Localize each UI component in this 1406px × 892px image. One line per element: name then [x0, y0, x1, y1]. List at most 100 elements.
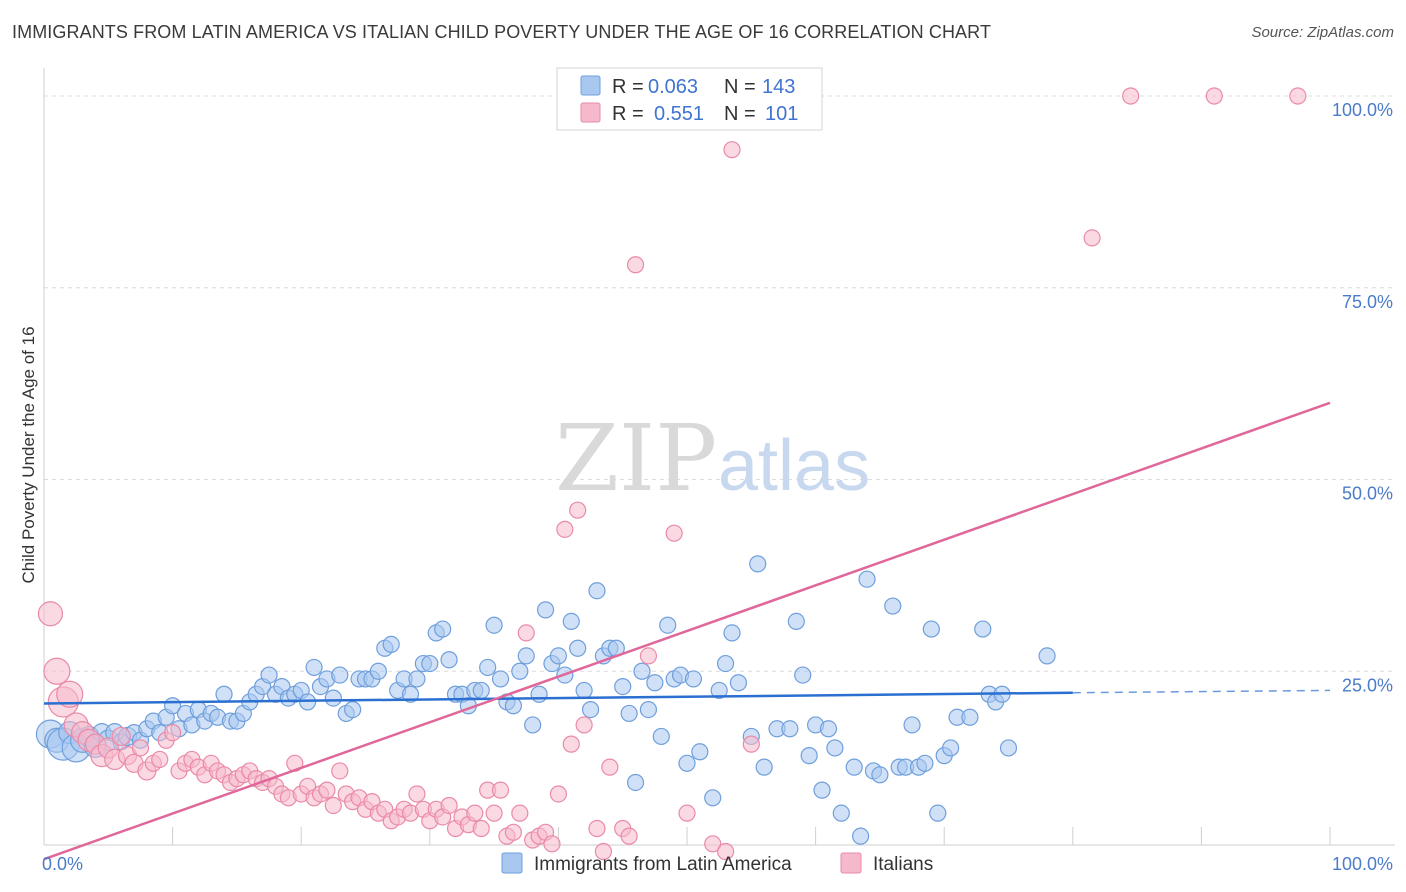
blue-data-point	[794, 666, 812, 684]
pink-data-point	[556, 520, 574, 538]
blue-data-point	[832, 804, 850, 822]
pink-data-point	[704, 835, 722, 853]
watermark-atlas: atlas	[718, 426, 870, 506]
legend-n-label-pink: N =	[724, 103, 756, 125]
legend-r-value-blue: 0.063	[648, 76, 698, 98]
blue-data-point	[569, 639, 587, 657]
blue-data-point	[684, 670, 703, 688]
blue-data-point	[819, 720, 838, 738]
pink-data-point	[56, 680, 84, 708]
bottom-legend-swatch-blue	[501, 852, 523, 874]
blue-data-point	[260, 666, 278, 684]
pink-data-point	[569, 501, 587, 519]
bottom-legend: Immigrants from Latin America Italians	[501, 852, 933, 875]
pink-data-point	[111, 726, 131, 747]
pink-data-point	[151, 750, 169, 769]
grid-layer	[44, 95, 1395, 672]
blue-data-point	[646, 674, 664, 692]
y-tick-label-50: 50.0%	[1342, 484, 1393, 504]
legend-n-value-blue: 143	[762, 76, 795, 98]
blue-data-point	[716, 654, 735, 673]
legend-swatch-blue	[580, 75, 601, 96]
trend-line-pink	[43, 401, 1331, 861]
blue-data-point	[581, 700, 600, 719]
x-tick-label-min: 0.0%	[42, 854, 83, 874]
pink-data-point	[331, 762, 349, 780]
blue-data-point	[961, 708, 979, 726]
blue-data-point	[916, 754, 934, 772]
y-axis-label: Child Poverty Under the Age of 16	[19, 326, 38, 583]
blue-data-point	[929, 804, 947, 822]
chart-source: Source: ZipAtlas.com	[1251, 24, 1394, 41]
pink-data-point	[491, 781, 510, 799]
blue-data-point	[800, 747, 818, 765]
blue-data-point	[614, 677, 632, 696]
blue-data-point	[305, 658, 323, 677]
trend-line-blue-extension	[1072, 689, 1331, 694]
pink-data-point	[742, 735, 760, 753]
blue-data-point	[434, 620, 452, 638]
blue-data-point	[813, 781, 831, 799]
blue-data-point	[678, 754, 696, 772]
pink-data-point	[639, 647, 658, 665]
pink-data-point	[517, 624, 535, 642]
blue-data-point	[472, 681, 490, 700]
blue-data-point	[511, 662, 529, 680]
blue-data-point	[999, 739, 1018, 757]
bottom-legend-label-blue: Immigrants from Latin America	[534, 854, 792, 875]
blue-data-point	[562, 612, 580, 630]
watermark: ZIP atlas	[555, 405, 870, 512]
pink-data-point	[588, 819, 606, 838]
blue-data-point	[974, 620, 992, 638]
blue-data-point	[626, 773, 645, 792]
legend-r-label-pink: R =	[612, 103, 644, 125]
bottom-legend-label-pink: Italians	[873, 854, 933, 875]
blue-data-point	[536, 601, 555, 619]
points-layer	[35, 87, 1307, 861]
blue-data-point	[479, 658, 497, 677]
pink-data-point	[620, 827, 638, 845]
legend-n-label-blue: N =	[724, 76, 756, 98]
pink-data-point	[1083, 229, 1101, 247]
pink-data-point	[504, 823, 522, 841]
blue-data-point	[749, 555, 767, 573]
blue-data-point	[659, 616, 677, 634]
pink-data-point	[1205, 87, 1223, 105]
top-legend: R = 0.063 N = 143 R = 0.551 N = 101	[556, 67, 823, 131]
bottom-legend-swatch-pink	[840, 852, 862, 874]
pink-data-point	[543, 835, 561, 853]
pink-data-point	[37, 601, 64, 627]
pink-data-point	[549, 785, 568, 803]
axis-layer: 25.0% 50.0% 75.0% 100.0%	[43, 68, 1395, 846]
pink-data-point	[626, 256, 645, 274]
blue-data-point	[331, 666, 349, 684]
blue-data-point	[440, 651, 458, 669]
pink-data-point	[716, 842, 735, 861]
y-tick-label-25: 25.0%	[1342, 675, 1393, 695]
blue-data-point	[903, 716, 921, 734]
pink-data-point	[466, 804, 484, 822]
blue-data-point	[691, 743, 709, 761]
blue-data-point	[922, 620, 940, 638]
blue-data-point	[1038, 647, 1056, 665]
blue-data-point	[723, 624, 741, 642]
blue-data-point	[884, 597, 902, 615]
pink-data-point	[601, 758, 619, 776]
pink-data-point	[164, 724, 182, 742]
blue-data-point	[858, 570, 876, 588]
pink-data-point	[665, 524, 683, 542]
blue-data-point	[549, 647, 568, 665]
trend-line-blue	[43, 691, 1073, 705]
pink-data-point	[318, 781, 336, 799]
blue-data-point	[710, 681, 728, 700]
blue-data-point	[517, 647, 535, 665]
blue-data-point	[755, 758, 773, 776]
blue-data-point	[588, 582, 606, 600]
blue-data-point	[639, 700, 658, 719]
blue-data-point	[344, 700, 362, 719]
blue-data-point	[408, 670, 426, 688]
blue-data-point	[530, 685, 548, 703]
pink-data-point	[324, 796, 342, 815]
blue-data-point	[491, 670, 510, 688]
